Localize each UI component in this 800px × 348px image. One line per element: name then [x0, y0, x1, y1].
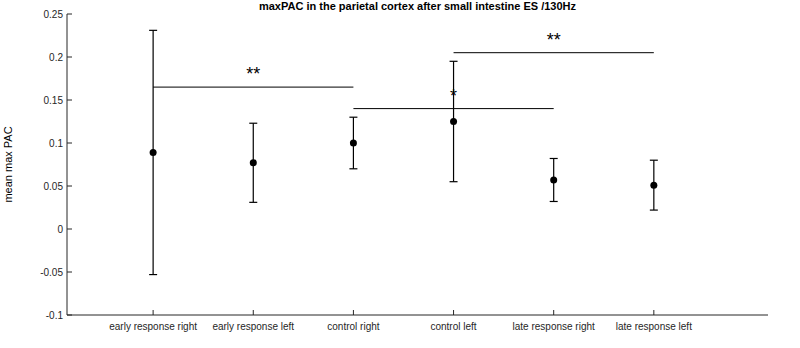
y-tick-label: -0.05: [40, 267, 63, 278]
x-tick-label: early response left: [212, 321, 294, 332]
significance-label: **: [246, 64, 260, 84]
x-tick: [553, 310, 554, 315]
error-bar-cap: [349, 168, 357, 169]
y-tick: [67, 14, 72, 15]
error-bar-cap: [149, 274, 157, 275]
x-tick-label: early response right: [109, 321, 197, 332]
error-bar-cap: [249, 123, 257, 124]
x-tick-label: late response left: [616, 321, 692, 332]
error-bar-cap: [349, 117, 357, 118]
error-bar: [450, 61, 458, 181]
significance-line: [153, 87, 353, 88]
y-tick: [67, 143, 72, 144]
x-tick-label: control left: [430, 321, 476, 332]
significance-label: *: [450, 86, 457, 106]
point: [550, 176, 557, 183]
error-bar-cap: [650, 160, 658, 161]
y-tick: [67, 186, 72, 187]
x-tick: [253, 310, 254, 315]
point: [250, 159, 257, 166]
error-bar-cap: [550, 158, 558, 159]
y-tick: [67, 100, 72, 101]
y-tick-label: 0: [57, 224, 63, 235]
y-tick: [67, 57, 72, 58]
error-bar-cap: [650, 209, 658, 210]
point: [150, 149, 157, 156]
error-bar: [550, 158, 558, 201]
y-axis-label: mean max PAC: [2, 126, 14, 202]
error-bar-cap: [149, 30, 157, 31]
y-tick: [67, 315, 72, 316]
point: [450, 118, 457, 125]
title: maxPAC in the parietal cortex after smal…: [259, 0, 577, 12]
error-bar: [249, 123, 257, 202]
error-bar: [349, 117, 357, 169]
error-bar: [650, 160, 658, 210]
y-axis-line: [67, 14, 68, 315]
y-tick-label: 0.25: [44, 9, 64, 20]
x-tick: [453, 310, 454, 315]
x-tick: [653, 310, 654, 315]
y-tick-label: 0.2: [49, 52, 63, 63]
plot-marks: [149, 30, 658, 274]
point: [350, 140, 357, 147]
significance-line: [353, 108, 553, 109]
y-tick: [67, 229, 72, 230]
y-tick-label: 0.15: [44, 95, 64, 106]
chart-svg: maxPAC in the parietal cortex after smal…: [0, 0, 800, 348]
significance-label: **: [547, 30, 561, 50]
x-tick: [153, 310, 154, 315]
x-axis-line: [67, 315, 768, 316]
significance-line: [454, 52, 654, 53]
error-bar-cap: [450, 181, 458, 182]
x-tick: [353, 310, 354, 315]
x-tick-label: control right: [327, 321, 379, 332]
y-tick: [67, 272, 72, 273]
y-tick-label: 0.05: [44, 181, 64, 192]
point: [650, 182, 657, 189]
y-tick-label: -0.1: [46, 310, 64, 321]
error-bar-cap: [249, 202, 257, 203]
y-tick-label: 0.1: [49, 138, 63, 149]
error-bar-cap: [550, 201, 558, 202]
x-tick-label: late response right: [513, 321, 595, 332]
error-bar: [149, 30, 157, 274]
chart-container: maxPAC in the parietal cortex after smal…: [0, 0, 800, 348]
error-bar-cap: [450, 61, 458, 62]
